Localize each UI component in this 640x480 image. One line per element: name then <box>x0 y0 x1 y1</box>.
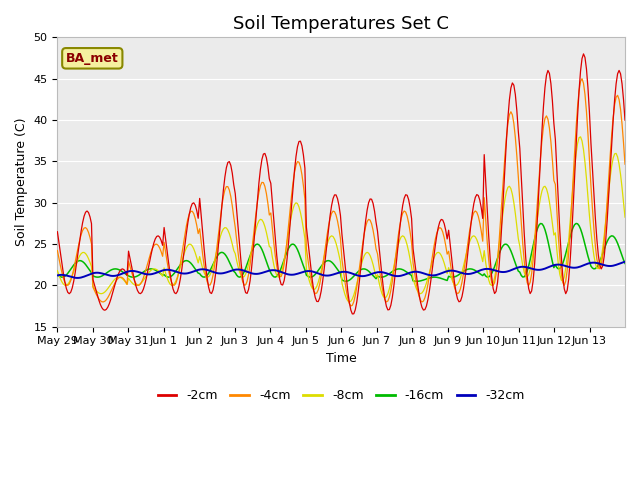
X-axis label: Time: Time <box>326 352 356 365</box>
Legend: -2cm, -4cm, -8cm, -16cm, -32cm: -2cm, -4cm, -8cm, -16cm, -32cm <box>152 384 530 408</box>
Title: Soil Temperatures Set C: Soil Temperatures Set C <box>233 15 449 33</box>
Text: BA_met: BA_met <box>66 52 118 65</box>
Y-axis label: Soil Temperature (C): Soil Temperature (C) <box>15 118 28 246</box>
